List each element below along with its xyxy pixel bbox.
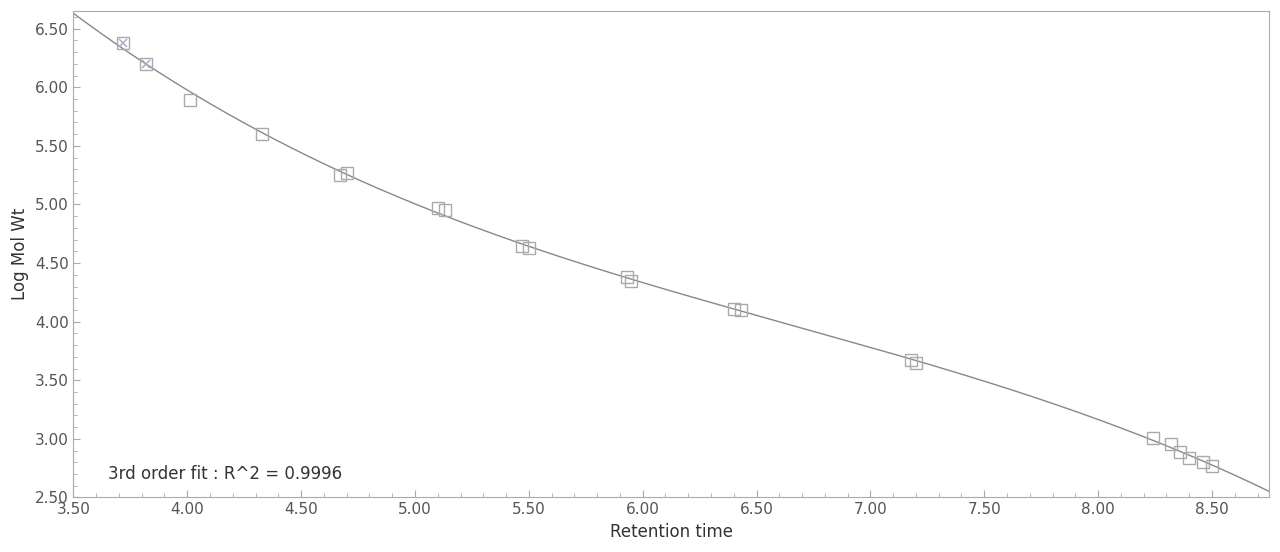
Y-axis label: Log Mol Wt: Log Mol Wt — [12, 208, 29, 300]
X-axis label: Retention time: Retention time — [609, 523, 732, 541]
Text: 3rd order fit : R^2 = 0.9996: 3rd order fit : R^2 = 0.9996 — [108, 465, 342, 484]
